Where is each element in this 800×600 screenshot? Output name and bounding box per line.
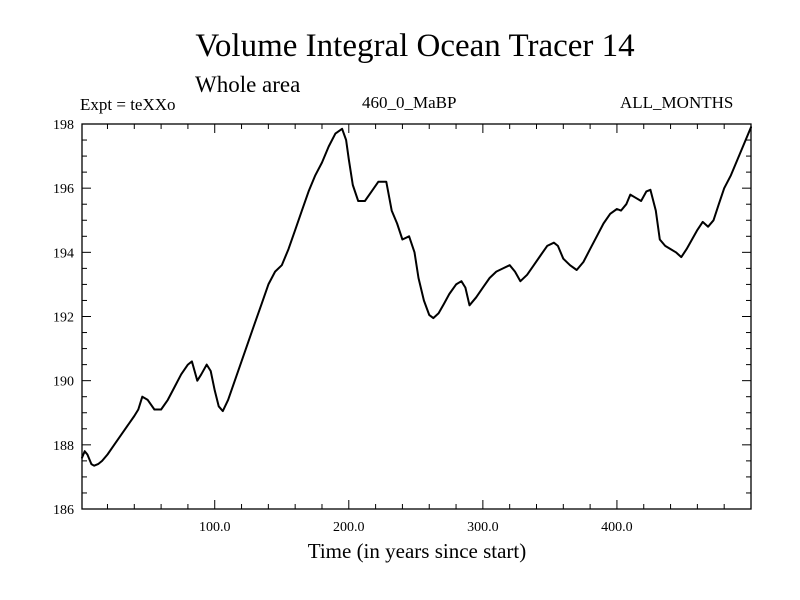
x-tick-label: 100.0: [199, 520, 231, 535]
x-tick-label: 300.0: [467, 520, 499, 535]
y-tick-label: 190: [53, 375, 74, 390]
chart-title: Volume Integral Ocean Tracer 14: [195, 28, 635, 64]
experiment-label: Expt = teXXo: [80, 95, 176, 114]
x-axis-label: Time (in years since start): [307, 539, 527, 563]
y-tick-label: 198: [53, 118, 74, 133]
y-tick-label: 194: [53, 246, 74, 261]
plot-frame: [81, 123, 752, 510]
y-tick-label: 192: [53, 311, 74, 326]
x-tick-label: 400.0: [601, 520, 633, 535]
y-tick-label: 188: [53, 439, 74, 454]
series-line: [81, 126, 752, 467]
y-tick-label: 196: [53, 182, 74, 197]
x-tick-label: 200.0: [333, 520, 365, 535]
period-label: 460_0_MaBP: [362, 93, 457, 112]
months-label: ALL_MONTHS: [620, 93, 734, 112]
y-tick-label: 186: [53, 503, 74, 518]
chart-subtitle: Whole area: [195, 72, 301, 97]
